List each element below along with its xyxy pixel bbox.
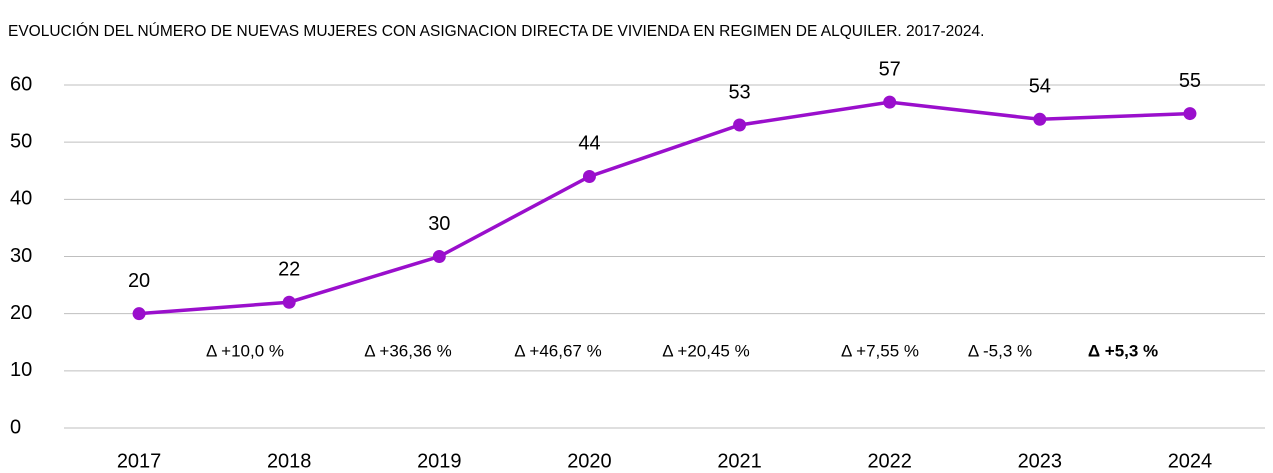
y-tick-label: 60 — [10, 73, 32, 95]
data-point — [282, 295, 296, 309]
data-point — [132, 307, 146, 321]
data-label: 57 — [879, 58, 901, 80]
x-tick-label: 2019 — [417, 450, 462, 472]
x-tick-label: 2024 — [1168, 450, 1213, 472]
annotation: Δ +46,67 % — [514, 341, 601, 360]
data-label: 20 — [128, 270, 150, 292]
y-tick-label: 40 — [10, 188, 32, 210]
annotation: Δ +36,36 % — [364, 341, 451, 360]
annotation: Δ +7,55 % — [841, 341, 919, 360]
series-line — [138, 100, 1191, 316]
x-tick-label: 2023 — [1018, 450, 1063, 472]
data-point — [1033, 112, 1047, 126]
data-label: 44 — [578, 133, 600, 155]
data-label: 54 — [1029, 76, 1051, 98]
data-point — [883, 95, 897, 109]
chart-title: EVOLUCIÓN DEL NÚMERO DE NUEVAS MUJERES C… — [8, 23, 984, 40]
x-tick-label: 2017 — [117, 450, 162, 472]
data-label: 22 — [278, 259, 300, 281]
y-tick-label: 30 — [10, 245, 32, 267]
annotation: Δ +10,0 % — [206, 341, 284, 360]
x-tick-label: 2022 — [867, 450, 912, 472]
x-tick-label: 2018 — [267, 450, 312, 472]
data-label: 53 — [728, 81, 750, 103]
data-point — [1183, 107, 1197, 121]
y-tick-label: 50 — [10, 130, 32, 152]
y-tick-label: 0 — [10, 416, 21, 438]
annotation: Δ +5,3 % — [1088, 341, 1158, 360]
annotation: Δ +20,45 % — [662, 341, 749, 360]
data-label: 30 — [428, 213, 450, 235]
data-point — [582, 169, 596, 183]
x-tick-label: 2021 — [717, 450, 762, 472]
x-tick-label: 2020 — [567, 450, 612, 472]
annotation: Δ -5,3 % — [968, 341, 1032, 360]
data-point — [432, 250, 446, 263]
y-tick-label: 10 — [10, 359, 32, 381]
data-point — [733, 118, 747, 132]
data-label: 55 — [1179, 70, 1201, 92]
y-tick-label: 20 — [10, 302, 32, 324]
